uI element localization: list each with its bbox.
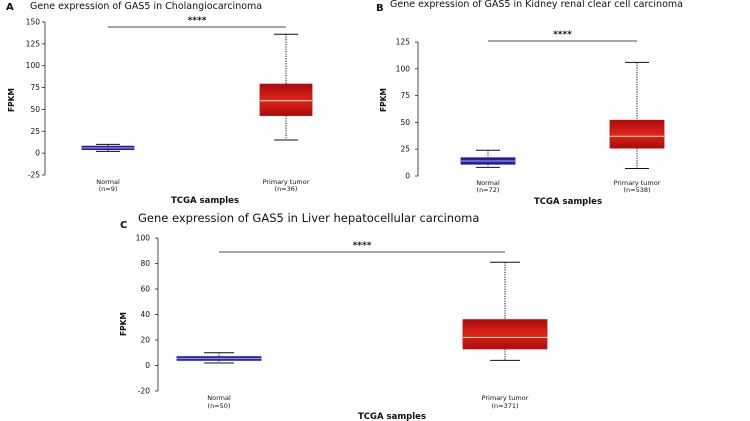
- y-tick-label: 150: [26, 18, 41, 27]
- chart-title: Gene expression of GAS5 in Kidney renal …: [390, 0, 683, 10]
- category-label: Primary tumor: [263, 178, 310, 186]
- category-label: Primary tumor: [482, 394, 529, 402]
- y-tick-label: 0: [35, 149, 40, 158]
- sample-count-label: (n=538): [623, 186, 650, 194]
- y-tick-label: 100: [26, 61, 41, 70]
- category-label: Primary tumor: [614, 179, 661, 187]
- sample-count-label: (n=50): [208, 402, 231, 410]
- significance-stars: ****: [553, 30, 572, 40]
- category-label: Normal: [207, 394, 231, 402]
- panel-label: A: [6, 2, 14, 13]
- box-primary-tumor: [259, 33, 313, 141]
- y-tick-label: 60: [140, 285, 150, 294]
- category-label: Normal: [96, 178, 120, 186]
- x-axis-label: TCGA samples: [358, 412, 426, 421]
- category-label: Normal: [476, 179, 500, 187]
- y-tick-label: -20: [138, 387, 150, 396]
- y-tick-label: -25: [28, 171, 40, 180]
- box-normal: [81, 143, 135, 152]
- y-tick-label: 125: [396, 38, 411, 47]
- sample-count-label: (n=9): [99, 185, 118, 193]
- y-axis-label: FPKM: [379, 88, 388, 112]
- box-primary-tumor: [609, 61, 665, 169]
- y-tick-label: 0: [145, 361, 150, 370]
- box-normal: [460, 149, 516, 168]
- significance-stars: ****: [353, 241, 372, 251]
- iqr-box: [259, 83, 313, 116]
- panel-label: C: [120, 220, 127, 231]
- y-tick-label: 125: [26, 39, 41, 48]
- chart-title: Gene expression of GAS5 in Cholangiocarc…: [30, 1, 262, 12]
- y-tick-label: 40: [140, 310, 150, 319]
- x-axis-label: TCGA samples: [171, 196, 239, 206]
- y-axis-label: FPKM: [119, 312, 128, 336]
- iqr-box: [609, 119, 665, 149]
- panel-C: C Gene expression of GAS5 in Liver hepato…: [119, 211, 548, 421]
- y-tick-label: 75: [30, 83, 40, 92]
- y-tick-label: 75: [400, 91, 410, 100]
- box-normal: [176, 352, 262, 364]
- significance-stars: ****: [188, 16, 207, 26]
- box-primary-tumor: [462, 261, 548, 361]
- sample-count-label: (n=72): [477, 186, 500, 194]
- sample-count-label: (n=36): [275, 185, 298, 193]
- y-tick-label: 80: [140, 259, 150, 268]
- y-axis-label: FPKM: [7, 88, 16, 112]
- sample-count-label: (n=371): [491, 402, 518, 410]
- y-tick-label: 0: [405, 172, 410, 181]
- y-tick-label: 50: [30, 105, 40, 114]
- panel-A: A Gene expression of GAS5 in Cholangiocar…: [6, 1, 313, 206]
- y-tick-label: 100: [396, 64, 411, 73]
- x-axis-label: TCGA samples: [534, 197, 602, 207]
- iqr-box: [462, 319, 548, 350]
- y-tick-label: 25: [30, 127, 40, 136]
- y-tick-label: 25: [400, 145, 410, 154]
- panel-B: B Gene expression of GAS5 in Kidney renal…: [376, 0, 683, 207]
- panel-label: B: [376, 3, 384, 14]
- y-tick-label: 100: [136, 234, 151, 243]
- y-tick-label: 20: [140, 336, 150, 345]
- chart-title: Gene expression of GAS5 in Liver hepatoc…: [138, 211, 479, 225]
- y-tick-label: 50: [400, 118, 410, 127]
